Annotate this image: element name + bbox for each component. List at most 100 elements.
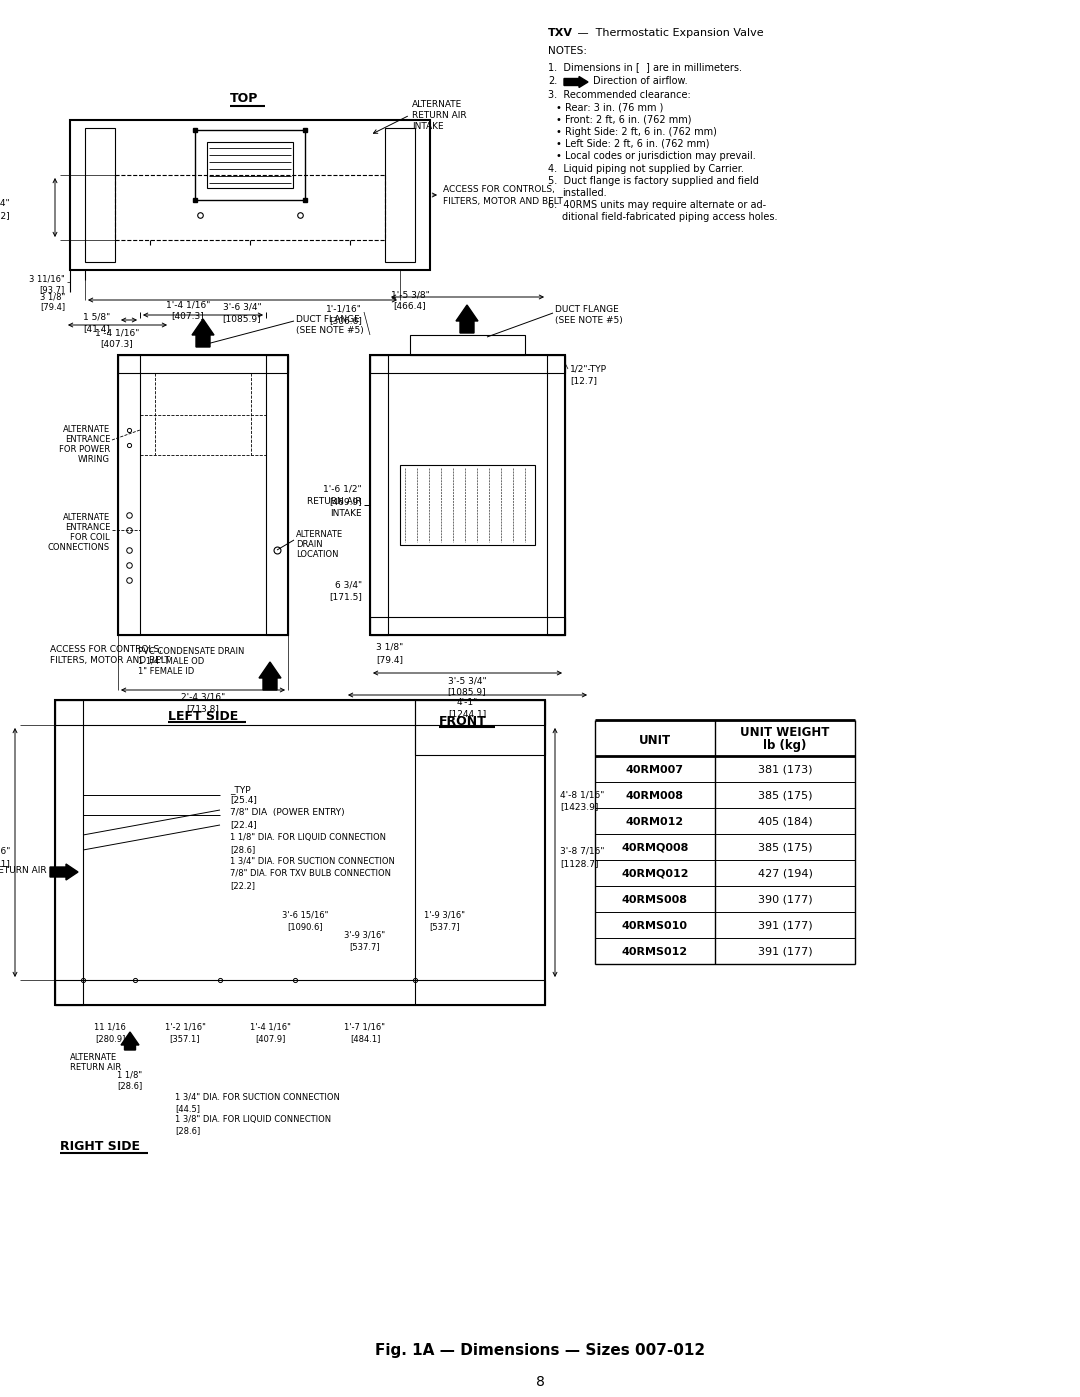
Text: NOTES:: NOTES: — [548, 46, 588, 56]
Text: ENTRANCE: ENTRANCE — [65, 522, 110, 532]
Bar — [55, 981, 545, 1004]
Text: • Front: 2 ft, 6 in. (762 mm): • Front: 2 ft, 6 in. (762 mm) — [556, 115, 691, 124]
Text: [484.1]: [484.1] — [350, 1034, 380, 1044]
Text: 2'-4 3/16": 2'-4 3/16" — [180, 693, 225, 703]
Text: 3'-8 7/16": 3'-8 7/16" — [561, 847, 605, 856]
Text: 1 5/8": 1 5/8" — [83, 313, 110, 321]
Text: ACCESS FOR CONTROLS,: ACCESS FOR CONTROLS, — [50, 645, 162, 654]
Text: [280.9]: [280.9] — [95, 1034, 125, 1044]
Text: 3 1/8": 3 1/8" — [40, 292, 65, 300]
Text: [28.6]: [28.6] — [175, 1126, 200, 1134]
Text: 40RMQ012: 40RMQ012 — [621, 869, 689, 879]
Text: 40RMS008: 40RMS008 — [622, 895, 688, 905]
Text: FILTERS, MOTOR AND BELT: FILTERS, MOTOR AND BELT — [443, 197, 563, 205]
Text: • Rear: 3 in. (76 mm ): • Rear: 3 in. (76 mm ) — [556, 103, 663, 113]
Text: RETURN AIR: RETURN AIR — [70, 1063, 121, 1071]
Text: 1'-4 1/16": 1'-4 1/16" — [95, 328, 139, 337]
Text: CONNECTIONS: CONNECTIONS — [48, 543, 110, 552]
Bar — [55, 700, 545, 1004]
Text: • Local codes or jurisdiction may prevail.: • Local codes or jurisdiction may prevai… — [556, 151, 756, 161]
Bar — [70, 120, 430, 270]
Text: Direction of airflow.: Direction of airflow. — [593, 75, 688, 87]
FancyArrow shape — [456, 305, 478, 332]
Text: [79.4]: [79.4] — [40, 302, 65, 312]
Text: [1423.9]: [1423.9] — [561, 802, 598, 812]
Text: [537.7]: [537.7] — [350, 942, 380, 951]
Text: ALTERNATE: ALTERNATE — [63, 425, 110, 434]
Text: 385 (175): 385 (175) — [758, 842, 812, 854]
Text: 1" FEMALE ID: 1" FEMALE ID — [138, 666, 194, 676]
FancyArrow shape — [564, 77, 588, 88]
Text: 1 1/8" DIA. FOR LIQUID CONNECTION: 1 1/8" DIA. FOR LIQUID CONNECTION — [230, 833, 386, 842]
Text: —  Thermostatic Expansion Valve: — Thermostatic Expansion Valve — [573, 28, 764, 38]
Text: LEFT SIDE: LEFT SIDE — [168, 710, 239, 724]
Text: 7/8" DIA. FOR TXV BULB CONNECTION: 7/8" DIA. FOR TXV BULB CONNECTION — [230, 869, 391, 877]
Text: RIGHT SIDE: RIGHT SIDE — [60, 1140, 140, 1153]
Text: PVC CONDENSATE DRAIN: PVC CONDENSATE DRAIN — [138, 647, 244, 657]
Text: 11 1/16: 11 1/16 — [94, 1023, 126, 1032]
Bar — [370, 355, 565, 636]
Text: [12.7]: [12.7] — [570, 376, 597, 386]
Text: _TYP: _TYP — [230, 785, 251, 793]
Text: 3'-6 3/4": 3'-6 3/4" — [222, 303, 261, 312]
Text: [1085.9]: [1085.9] — [448, 687, 486, 696]
Text: 4'-8 1/16": 4'-8 1/16" — [561, 789, 605, 799]
Bar — [384, 129, 415, 263]
Text: Fig. 1A — Dimensions — Sizes 007-012: Fig. 1A — Dimensions — Sizes 007-012 — [375, 1343, 705, 1358]
Text: [713.8]: [713.8] — [187, 704, 219, 712]
Text: 6 3/4": 6 3/4" — [335, 580, 362, 590]
Text: 1'-4 1/16": 1'-4 1/16" — [249, 1023, 291, 1032]
Text: ACCESS FOR CONTROLS,: ACCESS FOR CONTROLS, — [443, 184, 555, 194]
Text: 405 (184): 405 (184) — [758, 817, 812, 827]
Text: 427 (194): 427 (194) — [757, 869, 812, 879]
Text: 1'-9 3/16": 1'-9 3/16" — [424, 909, 465, 919]
Text: UNIT WEIGHT: UNIT WEIGHT — [740, 726, 829, 739]
Text: UNIT: UNIT — [639, 733, 671, 746]
FancyArrow shape — [192, 319, 214, 346]
Text: 381 (173): 381 (173) — [758, 766, 812, 775]
Text: [407.3]: [407.3] — [100, 339, 133, 348]
Text: (SEE NOTE #5): (SEE NOTE #5) — [296, 326, 364, 335]
Bar — [370, 617, 565, 636]
Text: [306.6]: [306.6] — [329, 316, 362, 326]
Bar — [370, 355, 565, 373]
Text: 1/2"-TYP: 1/2"-TYP — [570, 365, 607, 374]
Text: 40RM008: 40RM008 — [626, 791, 684, 800]
Text: 3'-6 15/16": 3'-6 15/16" — [282, 909, 328, 919]
Text: DRAIN: DRAIN — [296, 541, 323, 549]
Bar — [118, 355, 288, 373]
Text: [25.4]: [25.4] — [230, 795, 257, 805]
Text: INTAKE: INTAKE — [411, 122, 444, 131]
Text: 1'-4 1/16": 1'-4 1/16" — [166, 300, 211, 309]
FancyArrow shape — [259, 662, 281, 690]
Text: 40RMS010: 40RMS010 — [622, 921, 688, 930]
Text: 8: 8 — [536, 1375, 544, 1389]
Text: 4'-1": 4'-1" — [457, 698, 477, 707]
Text: 1'-6 1/2": 1'-6 1/2" — [323, 485, 362, 495]
Text: lb (kg): lb (kg) — [764, 739, 807, 752]
Text: 1'-1/16": 1'-1/16" — [326, 305, 362, 314]
Text: ENTRANCE: ENTRANCE — [65, 434, 110, 444]
FancyArrow shape — [121, 1032, 139, 1051]
Text: 4.  Liquid piping not supplied by Carrier.: 4. Liquid piping not supplied by Carrier… — [548, 163, 744, 175]
Text: [79.4]: [79.4] — [377, 655, 404, 664]
Text: 1'-7 1/16": 1'-7 1/16" — [345, 1023, 386, 1032]
Bar — [55, 700, 83, 1004]
Text: 40RMQ008: 40RMQ008 — [621, 842, 689, 854]
Text: RETURN AIR: RETURN AIR — [411, 110, 467, 120]
Text: 1 3/4" DIA. FOR SUCTION CONNECTION: 1 3/4" DIA. FOR SUCTION CONNECTION — [175, 1092, 340, 1102]
Text: DUCT FLANGE: DUCT FLANGE — [296, 314, 360, 324]
Text: (SEE NOTE #5): (SEE NOTE #5) — [555, 316, 623, 326]
Text: 2'-5 1/16": 2'-5 1/16" — [0, 847, 10, 856]
Text: [407.3]: [407.3] — [172, 312, 204, 320]
Text: 391 (177): 391 (177) — [758, 947, 812, 957]
Text: [783.1]: [783.1] — [0, 859, 10, 868]
Text: • Left Side: 2 ft, 6 in. (762 mm): • Left Side: 2 ft, 6 in. (762 mm) — [556, 138, 710, 149]
Text: WIRING: WIRING — [78, 455, 110, 464]
Text: [171.5]: [171.5] — [329, 592, 362, 601]
Text: 7/8" DIA  (POWER ENTRY): 7/8" DIA (POWER ENTRY) — [230, 807, 345, 817]
Bar — [207, 142, 293, 189]
Text: 3 1/8": 3 1/8" — [376, 643, 404, 652]
Text: 391 (177): 391 (177) — [758, 921, 812, 930]
Text: 1'-5 3/8": 1'-5 3/8" — [391, 291, 430, 299]
